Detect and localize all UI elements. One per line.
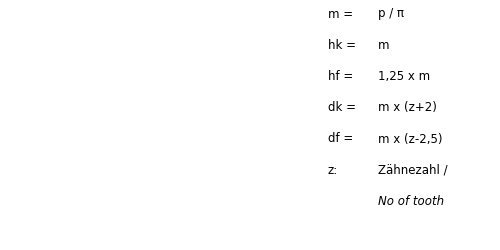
Text: hf =: hf = — [328, 70, 353, 83]
Text: No of tooth: No of tooth — [378, 195, 444, 208]
Text: m x (z-2,5): m x (z-2,5) — [378, 132, 442, 145]
Text: m x (z+2): m x (z+2) — [378, 101, 436, 114]
Text: z:: z: — [328, 164, 338, 177]
Text: 1,25 x m: 1,25 x m — [378, 70, 430, 83]
Text: m: m — [378, 39, 389, 52]
Text: dk =: dk = — [328, 101, 355, 114]
Text: df =: df = — [328, 132, 353, 145]
Text: p / π: p / π — [378, 8, 404, 20]
Text: hk =: hk = — [328, 39, 355, 52]
Text: Zähnezahl /: Zähnezahl / — [378, 164, 447, 177]
Text: m =: m = — [328, 8, 352, 20]
